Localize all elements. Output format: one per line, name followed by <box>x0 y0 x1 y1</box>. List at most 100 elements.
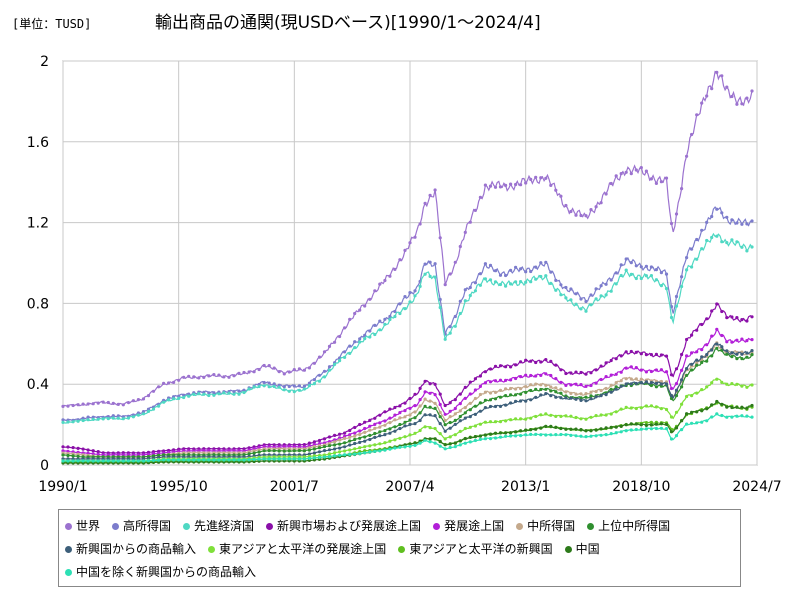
series-point <box>363 420 367 424</box>
series-point <box>312 451 316 455</box>
series-point <box>695 358 699 362</box>
series-point <box>96 417 100 421</box>
series-point <box>529 359 533 363</box>
series-point <box>327 444 332 448</box>
series-point <box>463 441 467 445</box>
series-point <box>720 402 724 406</box>
series-point <box>584 299 588 304</box>
series-point <box>594 287 598 291</box>
series-point <box>242 388 246 392</box>
series-point <box>343 326 347 330</box>
series-point <box>327 448 332 452</box>
series-point <box>559 387 563 391</box>
series-point <box>654 381 659 386</box>
series-point <box>162 458 166 462</box>
series-point <box>192 375 196 379</box>
series-point <box>232 390 236 394</box>
series-point <box>473 404 477 408</box>
series-point <box>111 414 115 418</box>
series-point <box>126 416 130 420</box>
series-point <box>398 404 402 408</box>
legend-label: 東アジアと太平洋の発展途上国 <box>219 542 387 556</box>
series-point <box>478 283 482 287</box>
series-point <box>554 363 558 367</box>
series-point <box>654 368 659 372</box>
series-point <box>227 391 231 395</box>
series-point <box>609 432 613 436</box>
series-point <box>554 377 558 381</box>
series-point <box>488 367 493 371</box>
series-point <box>680 187 684 191</box>
series-point <box>609 387 613 391</box>
series-point <box>162 381 166 385</box>
series-point <box>680 275 684 279</box>
series-point <box>659 284 664 288</box>
series-point <box>544 412 548 416</box>
series-point <box>338 359 342 363</box>
series-point <box>710 214 714 219</box>
series-point <box>544 274 548 278</box>
series-point <box>398 258 402 262</box>
series-point <box>438 297 442 302</box>
series-point <box>428 413 432 417</box>
series-point <box>277 370 281 374</box>
series-point <box>539 360 543 364</box>
series-point <box>509 268 513 272</box>
series-point <box>604 192 608 196</box>
series-point <box>403 248 407 252</box>
series-point <box>549 389 553 393</box>
series-point <box>715 207 719 211</box>
series-point <box>564 371 568 376</box>
series-point <box>514 376 518 381</box>
series-point <box>609 373 613 377</box>
series-point <box>302 384 306 388</box>
series-point <box>322 445 327 449</box>
series-point <box>71 420 75 424</box>
series-point <box>564 296 568 300</box>
series-point <box>649 369 654 374</box>
series-point <box>750 403 754 408</box>
series-point <box>594 381 598 385</box>
series-point <box>101 455 105 459</box>
series-point <box>649 353 654 357</box>
series-point <box>217 458 221 462</box>
series-point <box>247 370 251 374</box>
series-point <box>619 354 623 358</box>
series-point <box>529 398 533 402</box>
series-point <box>509 378 513 382</box>
series-point <box>710 87 714 91</box>
series-point <box>393 425 397 429</box>
series-point <box>685 412 689 416</box>
series-point <box>700 247 704 251</box>
series-point <box>317 446 322 450</box>
series-point <box>720 380 724 384</box>
series-point <box>584 372 588 376</box>
series-point <box>674 394 679 398</box>
series-point <box>715 70 719 74</box>
series-point <box>292 390 296 394</box>
series-point <box>664 272 669 276</box>
series-point <box>534 382 538 386</box>
series-point <box>71 446 75 450</box>
series-point <box>674 382 679 386</box>
series-point <box>327 365 332 369</box>
series-point <box>353 441 357 446</box>
series-point <box>353 340 357 344</box>
series-point <box>579 398 583 402</box>
series-point <box>247 387 251 391</box>
legend-swatch <box>516 523 524 530</box>
series-point <box>569 391 573 395</box>
series-point <box>468 415 472 419</box>
series-point <box>624 429 628 433</box>
series-point <box>458 419 462 423</box>
series-point <box>353 452 357 456</box>
series-point <box>428 437 432 441</box>
series-point <box>504 403 508 407</box>
series-point <box>423 438 427 442</box>
series-point <box>91 415 95 419</box>
series-point <box>287 389 291 393</box>
series-point <box>624 268 628 272</box>
series-point <box>333 433 337 437</box>
series-point <box>589 303 593 307</box>
series-point <box>488 404 493 409</box>
